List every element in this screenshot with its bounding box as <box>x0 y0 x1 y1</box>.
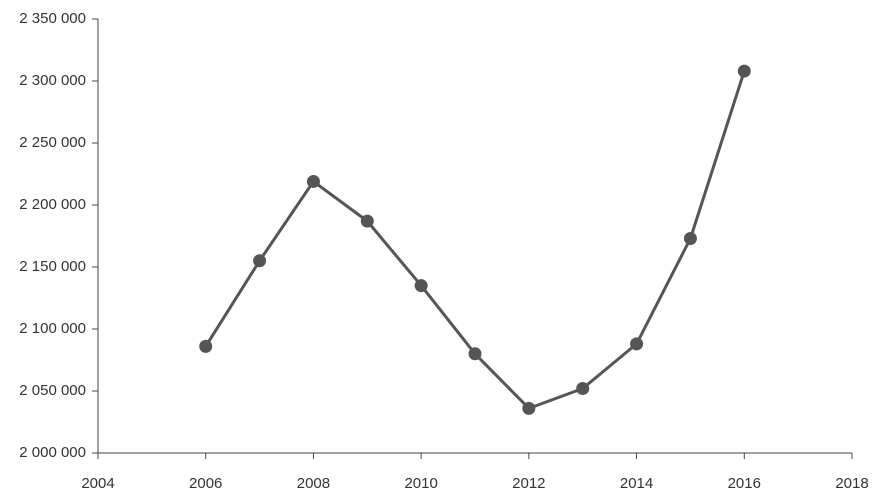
point <box>737 64 751 78</box>
point <box>576 382 590 396</box>
point <box>683 231 697 245</box>
point <box>522 401 536 415</box>
x-tick-label: 2014 <box>620 475 653 492</box>
y-tick-label: 2 300 000 <box>19 72 86 89</box>
point <box>306 174 320 188</box>
x-tick-label: 2004 <box>81 475 114 492</box>
point <box>468 347 482 361</box>
y-tick-label: 2 250 000 <box>19 134 86 151</box>
x-tick-label: 2010 <box>404 475 437 492</box>
y-tick-label: 2 350 000 <box>19 10 86 27</box>
y-tick-label: 2 100 000 <box>19 320 86 337</box>
point <box>360 214 374 228</box>
x-tick-label: 2012 <box>512 475 545 492</box>
x-tick-label: 2018 <box>835 475 868 492</box>
point <box>630 337 644 351</box>
point <box>199 339 213 353</box>
point <box>253 254 267 268</box>
y-tick-label: 2 150 000 <box>19 258 86 275</box>
y-tick-label: 2 200 000 <box>19 196 86 213</box>
x-tick-label: 2016 <box>728 475 761 492</box>
y-tick-label: 2 000 000 <box>19 444 86 461</box>
y-tick-label: 2 050 000 <box>19 382 86 399</box>
x-tick-label: 2006 <box>189 475 222 492</box>
x-tick-label: 2008 <box>297 475 330 492</box>
point <box>414 279 428 293</box>
